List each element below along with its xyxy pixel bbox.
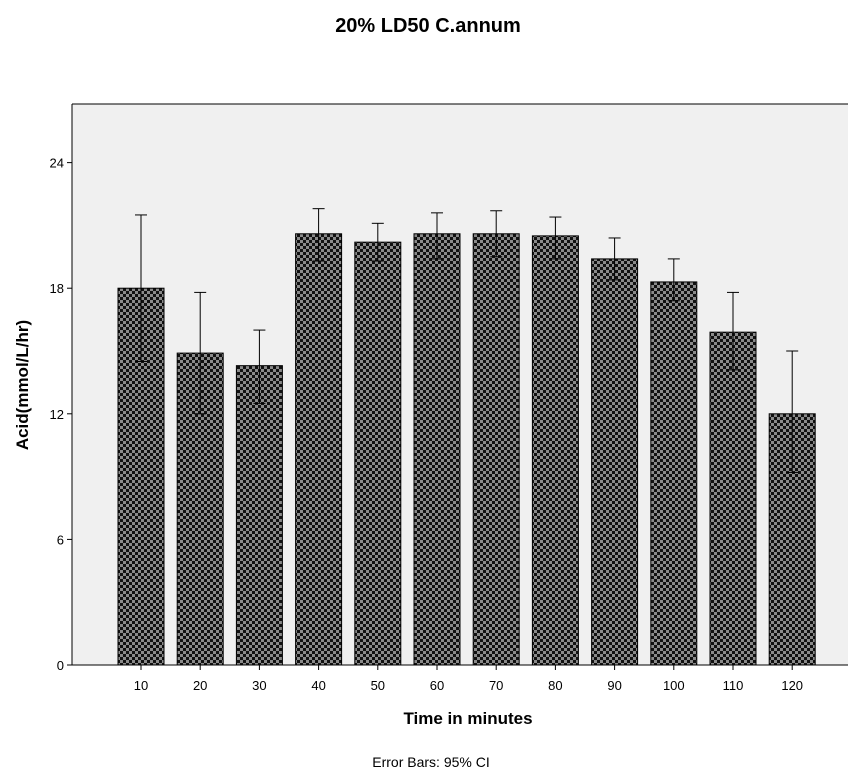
bar-50 [354,241,402,666]
x-axis-title: Time in minutes [403,709,532,728]
error-bars [135,208,799,473]
bar-30 [235,365,283,666]
x-tick-label-80: 80 [548,678,562,693]
bar-70 [472,233,520,666]
bar-100 [650,281,698,666]
error-bars-footnote: Error Bars: 95% CI [372,754,489,770]
bar-90 [591,258,639,666]
bar-40 [295,233,343,666]
x-axis-ticks: 10 20 30 40 50 60 70 80 90 100 110 120 [134,665,803,693]
x-tick-label-40: 40 [311,678,325,693]
x-tick-label-60: 60 [430,678,444,693]
bar-80 [531,235,579,666]
x-tick-label-10: 10 [134,678,148,693]
y-tick-label-24: 24 [50,156,64,171]
x-tick-label-90: 90 [607,678,621,693]
x-tick-label-50: 50 [371,678,385,693]
x-tick-label-110: 110 [723,678,744,693]
bar-60 [413,233,461,666]
chart-title: 20% LD50 C.annum [335,15,521,37]
y-tick-label-6: 6 [57,532,64,547]
y-tick-label-18: 18 [50,281,64,296]
x-tick-label-100: 100 [663,678,685,693]
y-tick-label-0: 0 [57,658,64,673]
y-axis-ticks: 0 6 12 18 24 [50,156,72,673]
x-tick-label-120: 120 [781,678,803,693]
x-tick-label-70: 70 [489,678,503,693]
x-tick-label-20: 20 [193,678,207,693]
bar-110 [709,331,757,666]
x-tick-label-30: 30 [252,678,266,693]
y-tick-label-12: 12 [50,407,64,422]
y-axis-title: Acid(mmol/L/hr) [13,320,32,450]
